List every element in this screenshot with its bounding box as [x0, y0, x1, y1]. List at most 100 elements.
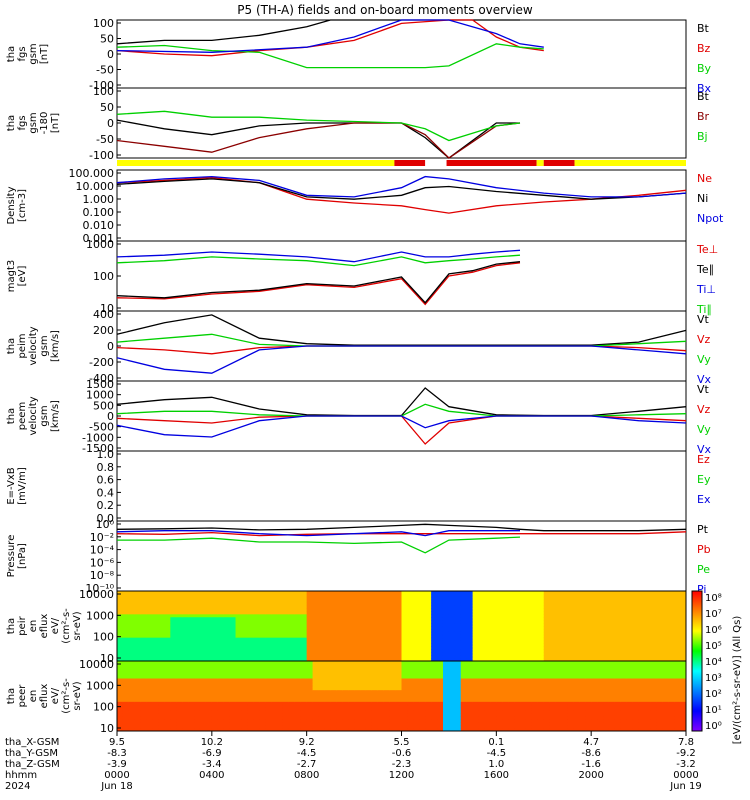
spectrogram-cell [377, 678, 385, 682]
spectrogram-cell [371, 655, 379, 659]
spectrogram-cell [454, 599, 462, 604]
spectrogram-cell [158, 698, 165, 703]
spectrogram-cell [425, 643, 432, 647]
spectrogram-cell [312, 631, 320, 636]
spectrogram-cell [448, 634, 456, 639]
spectrogram-cell [502, 614, 509, 618]
spectrogram-cell [354, 725, 361, 729]
spectrogram-cell [371, 646, 379, 650]
spectrogram-cell [425, 602, 432, 607]
spectrogram-cell [632, 669, 640, 674]
spectrogram-cell [360, 678, 367, 682]
spectrogram-cell [336, 719, 343, 723]
spectrogram-cell [632, 614, 640, 618]
spectrogram-cell [235, 655, 242, 659]
spectrogram-cell [478, 626, 485, 630]
spectrogram-cell [360, 599, 367, 604]
spectrogram-cell [466, 719, 474, 723]
spectrogram-cell [460, 661, 468, 665]
spectrogram-cell [644, 602, 651, 607]
spectrogram-cell [306, 710, 314, 714]
spectrogram-cell [514, 605, 521, 609]
spectrogram-cell [253, 631, 260, 636]
spectrogram-cell [431, 643, 438, 647]
spectrogram-cell [437, 710, 444, 714]
spectrogram-cell [152, 614, 159, 618]
spectrogram-cell [199, 614, 207, 618]
spectrogram-cell [199, 611, 207, 615]
spectrogram-cell [585, 701, 592, 706]
spectrogram-cell [300, 591, 308, 595]
spectrogram-cell [484, 713, 491, 717]
spectrogram-cell [484, 728, 491, 732]
spectrogram-cell [241, 696, 248, 700]
spectrogram-cell [567, 646, 574, 650]
spectrogram-cell [531, 611, 539, 615]
spectrogram-cell [223, 643, 231, 647]
spectrogram-cell [626, 652, 634, 656]
spectrogram-cell [194, 596, 201, 601]
spectrogram-cell [407, 614, 414, 618]
spectrogram-cell [442, 611, 450, 615]
spectrogram-cell [259, 690, 266, 694]
spectrogram-cell [508, 728, 515, 732]
spectrogram-cell [134, 672, 142, 677]
spectrogram-cell [680, 704, 687, 709]
spectrogram-cell [597, 658, 604, 662]
spectrogram-cell [401, 661, 408, 665]
spectrogram-cell [555, 728, 563, 732]
spectrogram-cell [680, 719, 687, 723]
spectrogram-cell [152, 722, 159, 726]
spectrogram-cell [365, 626, 373, 630]
spectrogram-cell [502, 678, 509, 682]
spectrogram-cell [354, 707, 361, 712]
spectrogram-cell [531, 620, 539, 624]
spectrogram-cell [668, 655, 675, 659]
spectrogram-cell [205, 602, 213, 607]
spectrogram-cell [573, 626, 580, 630]
spectrogram-cell [650, 666, 657, 671]
spectrogram-cell [199, 713, 207, 717]
spectrogram-cell [223, 675, 231, 679]
y-tick-label: 0 [107, 48, 114, 61]
spectrogram-cell [549, 614, 557, 618]
spectrogram-cell [525, 707, 533, 712]
spectrogram-cell [437, 652, 444, 656]
spectrogram-cell [662, 696, 669, 700]
spectrogram-cell [176, 640, 183, 644]
spectrogram-cell [579, 605, 586, 609]
spectrogram-cell [460, 719, 468, 723]
spectrogram-cell [205, 652, 213, 656]
spectrogram-cell [205, 696, 213, 700]
spectrogram-cell [205, 666, 213, 671]
spectrogram-cell [365, 728, 373, 732]
spectrogram-cell [502, 617, 509, 621]
spectrogram-cell [312, 663, 320, 668]
spectrogram-cell [680, 661, 687, 665]
spectrogram-cell [170, 698, 177, 703]
spectrogram-cell [525, 614, 533, 618]
spectrogram-cell [247, 649, 254, 653]
spectrogram-cell [336, 681, 343, 685]
spectrogram-cell [680, 710, 687, 714]
spectrogram-cell [360, 623, 367, 627]
spectrogram-cell [229, 710, 237, 714]
spectrogram-cell [454, 620, 462, 624]
spectrogram-cell [561, 628, 568, 633]
spectrogram-cell [626, 608, 634, 612]
spectrogram-cell [377, 614, 385, 618]
spectrogram-cell [223, 623, 231, 627]
spectrogram-cell [348, 608, 355, 612]
spectrogram-cell [454, 649, 462, 653]
spectrogram-cell [537, 713, 545, 717]
spectrogram-cell [401, 637, 408, 642]
spectrogram-cell [644, 672, 651, 677]
spectrogram-cell [217, 704, 225, 709]
spectrogram-cell [460, 643, 468, 647]
spectrogram-cell [158, 681, 165, 685]
spectrogram-cell [205, 675, 213, 679]
spectrogram-cell [383, 611, 391, 615]
spectrogram-cell [152, 611, 159, 615]
spectrogram-cell [247, 675, 254, 679]
